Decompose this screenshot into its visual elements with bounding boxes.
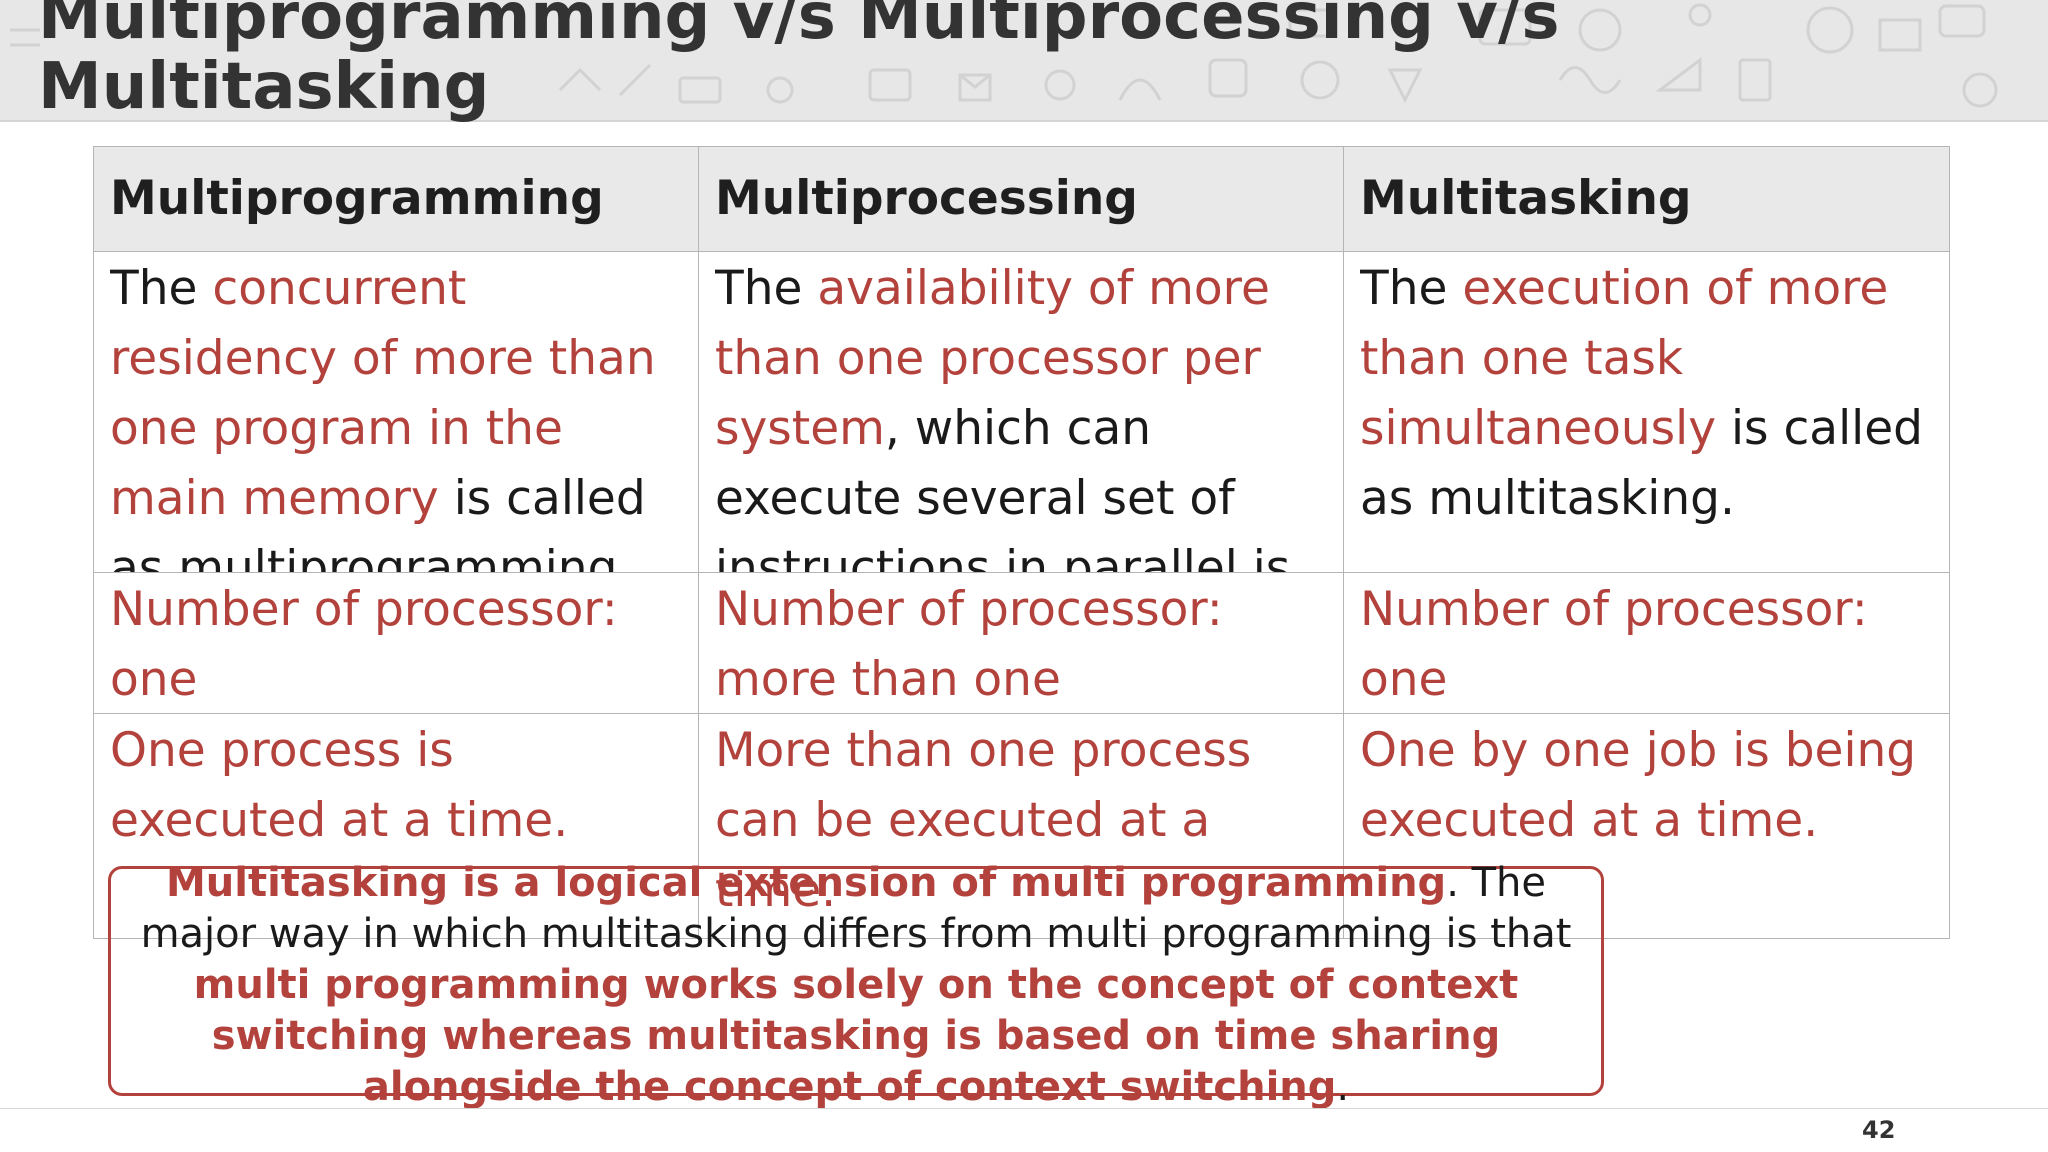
cell-highlight: Number of processor: one xyxy=(1360,582,1868,707)
cell-highlight: Number of processor: one xyxy=(110,582,618,707)
note-plain: . The major way in which multitasking di… xyxy=(140,860,1572,957)
table-cell: Number of processor: one xyxy=(93,572,699,714)
header-cell-multitasking: Multitasking xyxy=(1343,146,1950,252)
note-box xyxy=(108,866,1604,1096)
cell-highlight: One process is executed at a time. xyxy=(110,723,569,848)
cell-text: The xyxy=(1360,261,1463,316)
header-cell-multiprogramming: Multiprogramming xyxy=(93,146,699,252)
cell-highlight: One by one job is being executed at a ti… xyxy=(1360,723,1917,848)
cell-text: , which can execute several set of instr… xyxy=(715,401,1291,572)
table-row-processors: Number of processor: one Number of proce… xyxy=(93,572,1950,714)
table-row-definition: The concurrent residency of more than on… xyxy=(93,251,1950,573)
cell-text: The xyxy=(110,261,213,316)
table-cell: The execution of more than one task simu… xyxy=(1343,251,1950,573)
table-cell: One by one job is being executed at a ti… xyxy=(1343,713,1950,939)
table-cell: Number of processor: more than one xyxy=(698,572,1344,714)
note-highlight: Multitasking is a logical extension of m… xyxy=(165,860,1447,906)
table-cell: One process is executed at a time. xyxy=(93,713,699,939)
table-cell: Number of processor: one xyxy=(1343,572,1950,714)
comparison-table: Multiprogramming Multiprocessing Multita… xyxy=(93,146,1950,939)
table-cell: More than one process can be executed at… xyxy=(698,713,1344,939)
table-header-row: Multiprogramming Multiprocessing Multita… xyxy=(93,146,1950,252)
cell-highlight: execution of more than one task simultan… xyxy=(1360,261,1889,456)
cell-text: is called as multiprogramming. xyxy=(110,471,646,572)
table-cell: The concurrent residency of more than on… xyxy=(93,251,699,573)
header-band xyxy=(0,0,2048,122)
table-cell: The availability of more than one proces… xyxy=(698,251,1344,573)
note-text: Multitasking is a logical extension of m… xyxy=(120,858,1592,1113)
header-cell-multiprocessing: Multiprocessing xyxy=(698,146,1344,252)
cell-highlight: concurrent residency of more than one pr… xyxy=(110,261,656,526)
note-plain: . xyxy=(1336,1064,1350,1110)
doodle-pattern-icon xyxy=(10,3,1998,108)
page-number: 42 xyxy=(1862,1116,1896,1144)
slide-title: Multiprogramming v/s Multiprocessing v/s… xyxy=(38,0,1560,124)
table-row-execution: One process is executed at a time. More … xyxy=(93,713,1950,939)
cell-highlight: availability of more than one processor … xyxy=(715,261,1270,456)
cell-highlight: Number of processor: more than one xyxy=(715,582,1223,707)
cell-text: is called as multitasking. xyxy=(1360,401,1923,526)
cell-highlight: More than one process can be executed at… xyxy=(715,723,1252,918)
footer-divider xyxy=(0,1108,2048,1109)
note-highlight: multi programming works solely on the co… xyxy=(193,962,1519,1110)
cell-text: The xyxy=(715,261,818,316)
